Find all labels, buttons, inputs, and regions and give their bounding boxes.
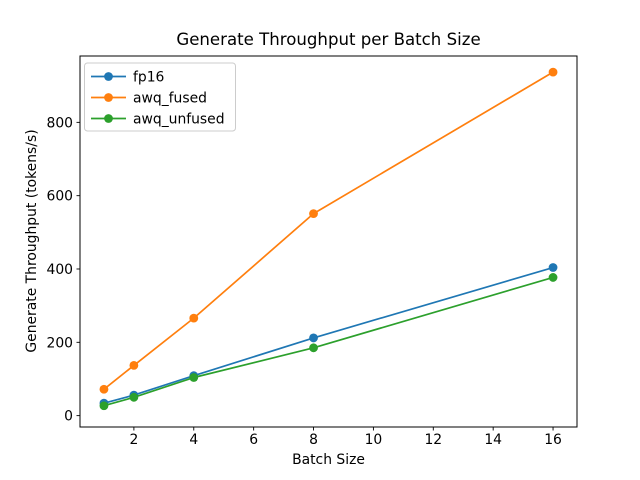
x-tick-label: 2 bbox=[129, 432, 138, 448]
series-line-awq_unfused bbox=[103, 276, 554, 407]
axes-frame bbox=[79, 55, 578, 428]
x-tick-label: 14 bbox=[484, 432, 502, 448]
legend-sample-marker-fp16 bbox=[104, 72, 113, 81]
y-tick-label: 200 bbox=[46, 335, 73, 351]
series-marker-awq_unfused bbox=[309, 343, 318, 353]
x-tick-label: 10 bbox=[365, 432, 383, 448]
legend-sample-marker-awq_unfused bbox=[104, 114, 113, 123]
series-marker-awq_fused bbox=[189, 313, 199, 323]
legend-label-awq_fused: awq_fused bbox=[133, 91, 207, 107]
y-tick-label: 0 bbox=[64, 409, 73, 425]
series-marker-awq_fused bbox=[548, 67, 558, 77]
series-marker-fp16 bbox=[309, 333, 318, 343]
y-tick-label: 800 bbox=[46, 115, 73, 131]
series-marker-awq_unfused bbox=[548, 273, 558, 282]
series-marker-awq_fused bbox=[129, 361, 139, 370]
series-marker-awq_unfused bbox=[189, 373, 199, 382]
legend-sample-marker-awq_fused bbox=[104, 93, 113, 102]
x-axis-label: Batch Size bbox=[292, 452, 365, 468]
x-tick-label: 12 bbox=[424, 432, 442, 448]
chart-title: Generate Throughput per Batch Size bbox=[176, 30, 481, 49]
series-marker-awq_unfused bbox=[99, 401, 109, 411]
series-marker-fp16 bbox=[548, 263, 558, 272]
series-marker-awq_fused bbox=[99, 384, 109, 394]
legend-label-fp16: fp16 bbox=[133, 70, 164, 86]
series-marker-awq_unfused bbox=[129, 392, 139, 402]
series-marker-awq_fused bbox=[309, 209, 318, 219]
x-tick-label: 4 bbox=[189, 432, 198, 448]
legend-box bbox=[84, 62, 236, 132]
x-tick-label: 6 bbox=[249, 432, 258, 448]
x-tick-label: 8 bbox=[309, 432, 318, 448]
x-tick-label: 16 bbox=[544, 432, 562, 448]
y-tick-label: 600 bbox=[46, 189, 73, 205]
legend-label-awq_unfused: awq_unfused bbox=[133, 112, 225, 128]
y-tick-label: 400 bbox=[46, 262, 73, 278]
